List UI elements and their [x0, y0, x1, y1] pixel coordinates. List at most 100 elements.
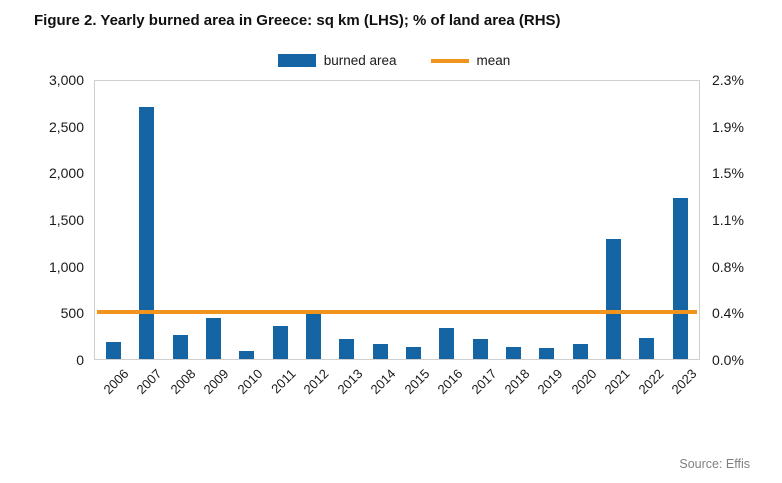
x-slot-2021: 2021: [598, 360, 633, 410]
bar-2021: [606, 238, 622, 359]
y-left-tick-0: 3,000: [48, 72, 84, 88]
burned-area-swatch-icon: [277, 54, 316, 67]
y-right-tick-2: 1.5%: [712, 165, 744, 182]
bar-2018: [506, 346, 522, 359]
bar-slot-2018: [497, 81, 530, 359]
bar-2006: [106, 342, 122, 359]
bar-2019: [539, 348, 555, 359]
chart: 3,000 2,500 2,000 1,500 1,000 500 0 2006 2007 20…: [34, 72, 754, 410]
bar-2017: [472, 339, 488, 359]
x-slot-2010: 2010: [230, 360, 266, 410]
bar-2013: [339, 339, 355, 359]
x-label-2014: 2014: [367, 366, 399, 398]
legend-label-burned-area: burned area: [323, 53, 397, 68]
legend: burned area mean: [34, 53, 754, 68]
y-right-tick-3: 1.1%: [712, 212, 744, 228]
x-label-2020: 2020: [568, 366, 600, 398]
bar-slot-2011: [264, 81, 297, 359]
x-label-2012: 2012: [300, 366, 332, 398]
bar-2011: [272, 325, 288, 359]
figure-title: Figure 2. Yearly burned area in Greece: …: [34, 12, 561, 29]
x-slot-2012: 2012: [297, 360, 332, 410]
bar-2007: [139, 106, 155, 359]
bar-slot-2016: [430, 81, 463, 359]
x-label-2013: 2013: [334, 366, 366, 398]
x-slot-2013: 2013: [330, 360, 366, 410]
legend-label-mean: mean: [476, 53, 511, 68]
mean-line: [97, 309, 697, 314]
y-left-tick-4: 1,000: [48, 258, 84, 275]
bar-slot-2023: [664, 81, 697, 359]
bar-slot-2015: [397, 81, 430, 359]
y-right-tick-6: 0.0%: [712, 352, 744, 368]
x-label-2006: 2006: [100, 366, 132, 398]
y-left-tick-3: 1,500: [48, 212, 84, 228]
x-slot-2008: 2008: [163, 360, 199, 410]
bar-slot-2020: [564, 81, 597, 359]
bar-2023: [672, 197, 688, 359]
bar-2009: [206, 318, 222, 359]
x-label-2007: 2007: [133, 366, 165, 398]
source-note: Source: Effis: [679, 457, 750, 471]
plot-area: [94, 80, 700, 360]
bar-2015: [406, 346, 422, 359]
bar-slot-2009: [197, 81, 230, 359]
x-label-2009: 2009: [200, 366, 232, 398]
x-label-2022: 2022: [635, 366, 667, 398]
bar-2014: [372, 344, 388, 359]
bar-2022: [639, 338, 655, 359]
x-slot-2023: 2023: [664, 360, 700, 410]
y-right-tick-1: 1.9%: [712, 118, 744, 135]
bar-2010: [239, 351, 255, 359]
x-slot-2014: 2014: [364, 360, 399, 410]
x-slot-2022: 2022: [631, 360, 667, 410]
x-label-2023: 2023: [668, 366, 700, 398]
x-label-2018: 2018: [501, 366, 533, 398]
x-slot-2017: 2017: [464, 360, 499, 410]
bar-slot-2014: [364, 81, 397, 359]
bar-slot-2017: [464, 81, 497, 359]
x-slot-2020: 2020: [564, 360, 600, 410]
x-axis-labels: 2006 2007 2008 2009 2010 2011 2012 2013 2014 2015…: [94, 360, 700, 410]
x-label-2010: 2010: [234, 366, 266, 398]
x-slot-2019: 2019: [531, 360, 566, 410]
x-slot-2011: 2011: [263, 360, 299, 410]
bar-slot-2021: [597, 81, 630, 359]
bar-slot-2022: [630, 81, 663, 359]
x-label-2011: 2011: [268, 366, 299, 397]
bar-slot-2010: [230, 81, 263, 359]
x-label-2016: 2016: [434, 366, 466, 398]
y-axis-left: 3,000 2,500 2,000 1,500 1,000 500 0: [34, 72, 94, 368]
x-slot-2006: 2006: [96, 360, 132, 410]
bar-slot-2019: [530, 81, 563, 359]
y-left-tick-2: 2,000: [48, 165, 84, 182]
bar-slot-2007: [130, 81, 163, 359]
bar-2008: [172, 334, 188, 359]
y-axis-right: 2.3% 1.9% 1.5% 1.1% 0.8% 0.4% 0.0%: [700, 72, 754, 368]
legend-item-burned-area: burned area: [277, 53, 397, 68]
bar-2020: [572, 343, 588, 359]
legend-item-mean: mean: [430, 53, 511, 68]
y-left-tick-5: 500: [60, 305, 84, 322]
x-slot-2018: 2018: [497, 360, 533, 410]
x-slot-2007: 2007: [129, 360, 165, 410]
bar-2012: [306, 313, 322, 359]
bar-slot-2008: [164, 81, 197, 359]
y-right-tick-5: 0.4%: [712, 305, 744, 322]
plot-column: 2006 2007 2008 2009 2010 2011 2012 2013 2014 2015…: [94, 80, 700, 410]
y-right-tick-4: 0.8%: [712, 258, 744, 275]
x-label-2015: 2015: [401, 366, 433, 398]
x-label-2008: 2008: [167, 366, 199, 398]
x-slot-2009: 2009: [196, 360, 232, 410]
mean-swatch-icon: [430, 58, 469, 63]
x-slot-2016: 2016: [430, 360, 466, 410]
x-label-2021: 2021: [601, 366, 633, 398]
bar-slot-2013: [330, 81, 363, 359]
x-slot-2015: 2015: [397, 360, 433, 410]
bar-2016: [439, 328, 455, 359]
y-left-tick-6: 0: [76, 352, 84, 368]
bar-slot-2006: [97, 81, 130, 359]
y-right-tick-0: 2.3%: [712, 72, 744, 88]
bar-slot-2012: [297, 81, 330, 359]
